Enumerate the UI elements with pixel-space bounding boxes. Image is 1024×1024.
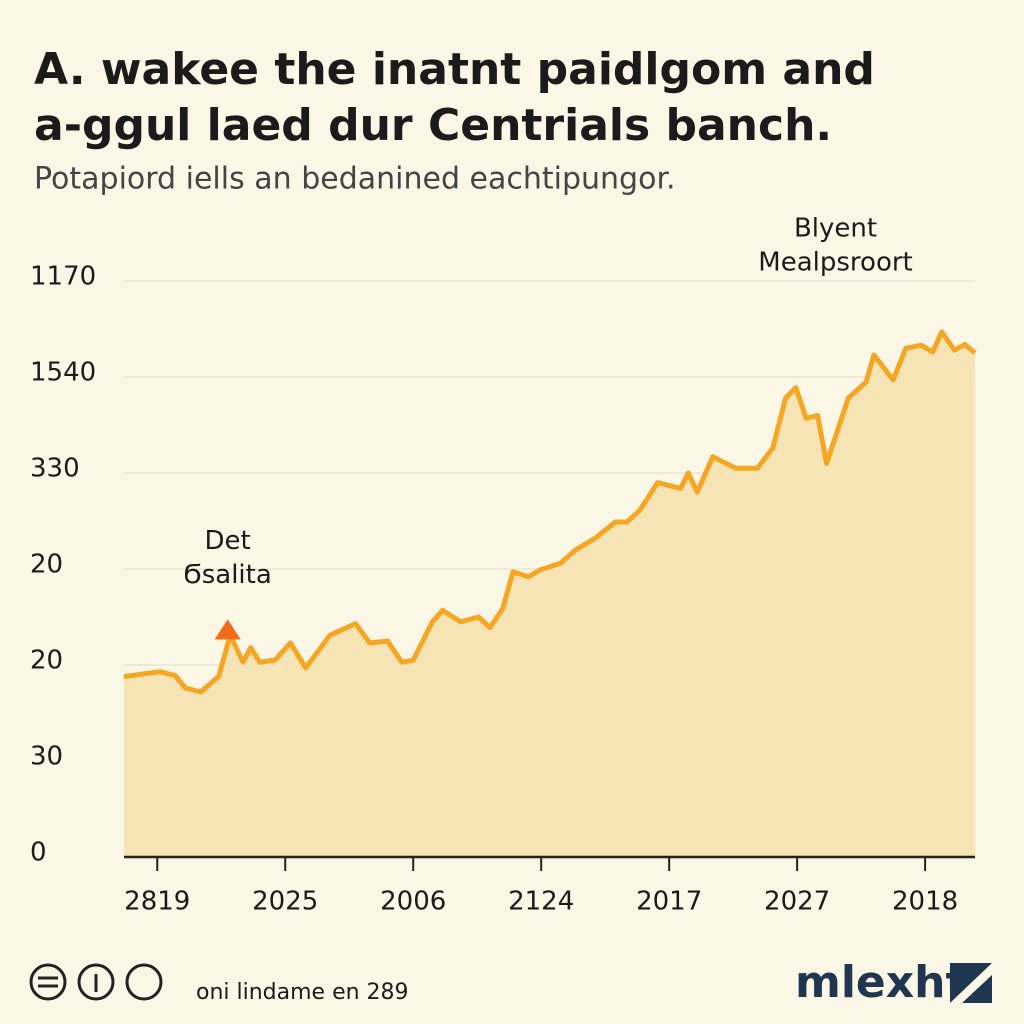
y-tick-label: 0 — [30, 838, 47, 868]
icon — [77, 963, 115, 1001]
logo-mark — [950, 963, 992, 1003]
y-tick-label: 20 — [30, 646, 63, 676]
annotation: Blyent — [794, 214, 877, 244]
icon — [125, 963, 163, 1001]
annotation-arrow — [214, 619, 241, 640]
chart-title: a-ggul laed dur Centrials banch. — [34, 100, 832, 151]
footer-text: oni lindame en 289 — [196, 980, 409, 1005]
annotation: Ϭsalita — [184, 560, 272, 590]
x-tick-label: 2006 — [380, 887, 446, 917]
chart-title: A. wakee the inatnt paidlgom and — [34, 44, 875, 95]
annotation: Det — [205, 526, 251, 556]
x-tick-label: 2819 — [124, 887, 190, 917]
x-tick-label: 2025 — [252, 887, 318, 917]
logo-mark — [950, 963, 992, 1003]
chart-subtitle: Potapiord iells an bedanined eachtipungo… — [34, 162, 676, 197]
footer-icons — [29, 963, 163, 1001]
line — [123, 329, 977, 695]
x-tick-label: 2124 — [508, 887, 574, 917]
y-tick-label: 20 — [30, 550, 63, 580]
annotation: Mealpsroort — [758, 248, 912, 278]
y-tick-label: 30 — [30, 742, 63, 772]
y-tick-label: 1170 — [30, 262, 96, 292]
area — [124, 331, 975, 857]
x-tick-label: 2027 — [764, 887, 830, 917]
icon — [29, 963, 67, 1001]
x-tick-label: 2018 — [892, 887, 958, 917]
y-tick-label: 1540 — [30, 358, 96, 388]
y-tick-label: 330 — [30, 454, 80, 484]
x-tick-label: 2017 — [636, 887, 702, 917]
plot: 0 30 20 20 330 1540 1170 2819 2025 2006 2124 2017 20… — [30, 214, 977, 917]
